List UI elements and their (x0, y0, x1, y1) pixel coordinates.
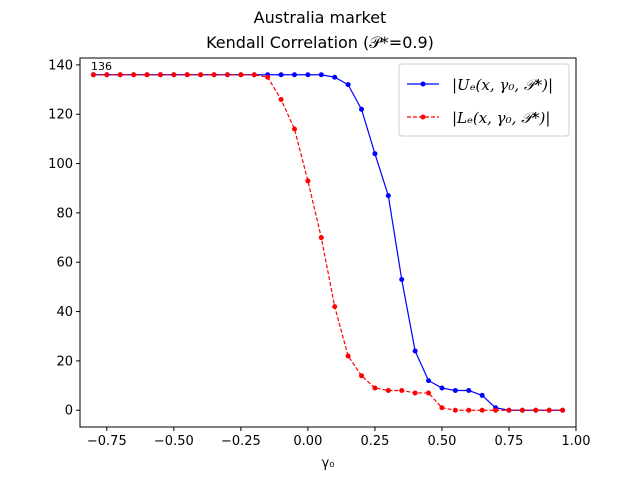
data-point-s1-9 (211, 72, 217, 78)
data-point-s1-33 (533, 407, 539, 413)
data-point-s1-19 (345, 353, 351, 359)
data-point-s1-10 (224, 72, 230, 78)
data-point-s1-6 (171, 72, 177, 78)
data-point-s0-19 (345, 82, 351, 88)
data-point-s1-31 (506, 407, 512, 413)
data-point-s1-20 (359, 373, 365, 379)
y-tick-label: 120 (48, 108, 73, 123)
data-point-s1-27 (452, 407, 458, 413)
legend-label-lower: |Lₑ(x, γ₀, 𝒫*)| (452, 109, 550, 127)
y-tick-label: 100 (48, 157, 73, 172)
data-point-s1-2 (117, 72, 123, 78)
y-tick-label: 60 (56, 256, 73, 271)
data-point-s0-22 (385, 193, 391, 199)
data-point-s0-26 (439, 385, 445, 391)
x-axis-label: γ₀ (322, 456, 335, 471)
data-point-s1-26 (439, 405, 445, 411)
legend: |Uₑ(x, γ₀, 𝒫*)| |Lₑ(x, γ₀, 𝒫*)| (398, 63, 570, 137)
x-tick-label: 0.00 (293, 434, 322, 449)
data-point-s0-14 (278, 72, 284, 78)
data-point-s1-34 (546, 407, 552, 413)
chart-title: Australia market (254, 8, 387, 27)
data-point-s1-29 (479, 407, 485, 413)
data-point-s1-32 (519, 407, 525, 413)
y-tick-label: 40 (56, 305, 73, 320)
data-point-s1-0 (90, 72, 96, 78)
y-tick-label: 80 (56, 206, 73, 221)
x-tick-label: 0.75 (494, 434, 523, 449)
legend-marker-lower (420, 114, 426, 120)
data-point-s1-8 (198, 72, 204, 78)
legend-label-upper: |Uₑ(x, γ₀, 𝒫*)| (452, 76, 553, 94)
x-tick-label: −0.75 (87, 434, 127, 449)
data-point-s0-29 (479, 392, 485, 398)
plot-area (90, 72, 566, 413)
data-point-s0-27 (452, 387, 458, 393)
data-point-s1-35 (560, 407, 566, 413)
x-tick-label: −0.25 (221, 434, 261, 449)
data-point-s1-1 (104, 72, 110, 78)
plot-frame (79, 57, 577, 428)
data-point-s1-4 (144, 72, 150, 78)
data-point-s1-12 (251, 72, 257, 78)
data-point-s0-20 (359, 106, 365, 112)
y-tick-label: 20 (56, 354, 73, 369)
x-axis: −0.75 −0.50 −0.25 0.00 0.25 0.50 0.75 1.00 (87, 427, 591, 449)
data-point-s1-23 (399, 387, 405, 393)
annotation-136: 136 (91, 60, 112, 73)
y-tick-label: 140 (48, 58, 73, 73)
data-point-s0-28 (466, 387, 472, 393)
data-point-s0-21 (372, 151, 378, 157)
x-tick-label: −0.50 (154, 434, 194, 449)
chart-subtitle: Kendall Correlation (𝒫*=0.9) (206, 33, 434, 52)
data-point-s0-15 (291, 72, 297, 78)
data-point-s1-14 (278, 96, 284, 102)
legend-marker-upper (420, 81, 426, 87)
x-tick-label: 1.00 (562, 434, 591, 449)
data-point-s1-11 (238, 72, 244, 78)
data-point-s1-30 (493, 407, 499, 413)
x-tick-label: 0.50 (427, 434, 456, 449)
data-point-s0-18 (332, 74, 338, 80)
legend-box (398, 63, 570, 137)
data-point-s0-17 (318, 72, 324, 78)
data-point-s1-17 (318, 235, 324, 241)
data-point-s0-25 (426, 378, 432, 384)
x-tick-label: 0.25 (360, 434, 389, 449)
data-point-s0-16 (305, 72, 311, 78)
data-point-s0-24 (412, 348, 418, 354)
data-point-s1-18 (332, 304, 338, 310)
data-point-s1-16 (305, 178, 311, 184)
y-tick-label: 0 (65, 404, 73, 419)
data-point-s1-25 (426, 390, 432, 396)
data-point-s1-21 (372, 385, 378, 391)
data-point-s1-13 (265, 74, 271, 80)
data-point-s1-28 (466, 407, 472, 413)
data-point-s1-5 (157, 72, 163, 78)
data-point-s1-7 (184, 72, 190, 78)
data-point-s1-3 (131, 72, 137, 78)
y-axis: 0 20 40 60 80 100 120 140 (48, 58, 80, 419)
data-point-s0-23 (399, 277, 405, 282)
data-point-s1-24 (412, 390, 418, 396)
data-point-s1-22 (385, 387, 391, 393)
data-point-s1-15 (291, 126, 297, 132)
